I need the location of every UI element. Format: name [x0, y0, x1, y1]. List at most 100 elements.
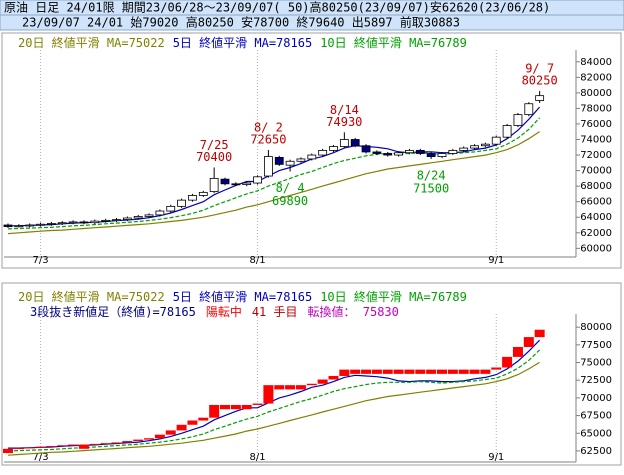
line-break-brick	[437, 369, 447, 374]
candle-body	[329, 146, 338, 151]
line-break-brick	[415, 369, 426, 374]
line-break-brick	[24, 447, 35, 449]
line-break-brick	[13, 448, 24, 450]
line-break-brick	[154, 434, 165, 439]
y-tick-label: 75000	[580, 358, 612, 369]
candle-body	[361, 145, 371, 153]
annotation-date: 8/24	[417, 168, 446, 182]
candle-body	[437, 153, 447, 158]
candle-body	[14, 225, 24, 228]
legend-entry: 10日 終値平滑 MA=76789	[320, 35, 467, 50]
line-break-brick	[57, 445, 68, 447]
y-tick-label: 67500	[580, 411, 612, 422]
line-break-brick	[339, 369, 350, 376]
x-tick-label: 9/1	[488, 255, 504, 266]
y-tick-label: 62000	[580, 228, 612, 239]
line-break-brick	[209, 404, 220, 418]
candle-body	[112, 219, 121, 221]
line-break-brick	[144, 438, 155, 440]
candle-body	[307, 154, 317, 160]
y-tick-label: 60000	[580, 243, 612, 254]
y-tick-label: 72000	[580, 150, 612, 161]
x-tick-label: 8/1	[250, 452, 266, 463]
y-tick-label: 80000	[580, 88, 612, 99]
info-item: 41 手目	[252, 305, 298, 319]
candle-body	[166, 205, 176, 212]
y-tick-label: 66000	[580, 197, 612, 208]
x-tick-label: 9/1	[488, 452, 504, 463]
candle-body	[36, 223, 45, 226]
candle-body	[198, 191, 208, 196]
candle-body	[133, 216, 143, 219]
line-break-brick	[241, 404, 252, 410]
line-break-brick	[328, 375, 339, 380]
candle-body	[350, 139, 360, 147]
candle-body	[101, 219, 111, 222]
y-tick-label: 70000	[580, 393, 612, 404]
line-break-brick	[198, 417, 209, 421]
y-tick-label: 72500	[580, 375, 612, 386]
line-break-brick	[68, 444, 79, 446]
y-tick-label: 70000	[580, 166, 612, 177]
line-break-brick	[230, 404, 241, 410]
line-break-brick	[523, 337, 534, 347]
candle-body	[79, 221, 89, 224]
candle-body	[480, 143, 490, 147]
ma-line	[7, 349, 541, 452]
line-break-brick	[447, 369, 458, 374]
annotation-date: 8/ 4	[276, 181, 305, 195]
y-tick-label: 80000	[580, 322, 612, 333]
legend-entry: 5日 終値平滑 MA=78165	[173, 289, 312, 304]
line-break-brick	[133, 439, 144, 442]
candle-body	[459, 147, 469, 151]
line-break-brick	[46, 445, 57, 447]
annotation-value: 72650	[250, 133, 286, 147]
line-break-brick	[165, 430, 176, 435]
candle-body	[415, 149, 425, 154]
annotation-value: 69890	[272, 194, 308, 208]
candle-body	[263, 156, 273, 177]
line-break-brick	[382, 369, 393, 374]
candle-body	[524, 103, 534, 116]
legend-entry: 20日 終値平滑 MA=75022	[18, 35, 165, 50]
line-break-brick	[350, 369, 361, 374]
candle-body	[90, 220, 100, 224]
candle-body	[405, 149, 414, 154]
line-break-brick	[317, 379, 328, 384]
annotation-date: 8/14	[330, 103, 359, 117]
line-break-brick	[122, 441, 133, 443]
line-break-brick	[35, 446, 46, 448]
candle-body	[57, 222, 67, 225]
candle-body	[426, 153, 436, 158]
info-item: 転換値： 75830	[308, 304, 399, 319]
candle-body	[155, 210, 165, 216]
line-break-brick	[3, 448, 13, 454]
candle-body	[209, 177, 219, 192]
candle-body	[448, 149, 458, 154]
candle-body	[285, 160, 295, 166]
y-tick-label: 82000	[580, 72, 612, 83]
y-tick-label: 76000	[580, 119, 612, 130]
annotation-value: 80250	[522, 73, 558, 87]
candle-body	[502, 125, 512, 138]
candle-body	[47, 223, 56, 225]
annotation-date: 9/ 7	[525, 61, 554, 75]
line-break-brick	[252, 403, 263, 405]
line-break-brick	[469, 369, 480, 374]
candle-body	[339, 139, 349, 147]
y-tick-label: 84000	[580, 57, 612, 68]
line-break-brick	[187, 420, 198, 425]
y-tick-label: 68000	[580, 181, 612, 192]
candle-body	[535, 95, 545, 101]
annotation-value: 74930	[326, 115, 362, 129]
line-break-brick	[458, 369, 469, 374]
line-break-brick	[220, 404, 230, 410]
candle-body	[122, 217, 132, 220]
panel	[1, 32, 622, 269]
legend: 20日 終値平滑 MA=75022 5日 終値平滑 MA=78165 10日 終値平…	[18, 35, 467, 50]
line-break-brick	[176, 424, 187, 431]
candle-body	[296, 158, 306, 162]
line-break-brick	[263, 385, 274, 404]
y-tick-label: 62500	[580, 446, 612, 457]
